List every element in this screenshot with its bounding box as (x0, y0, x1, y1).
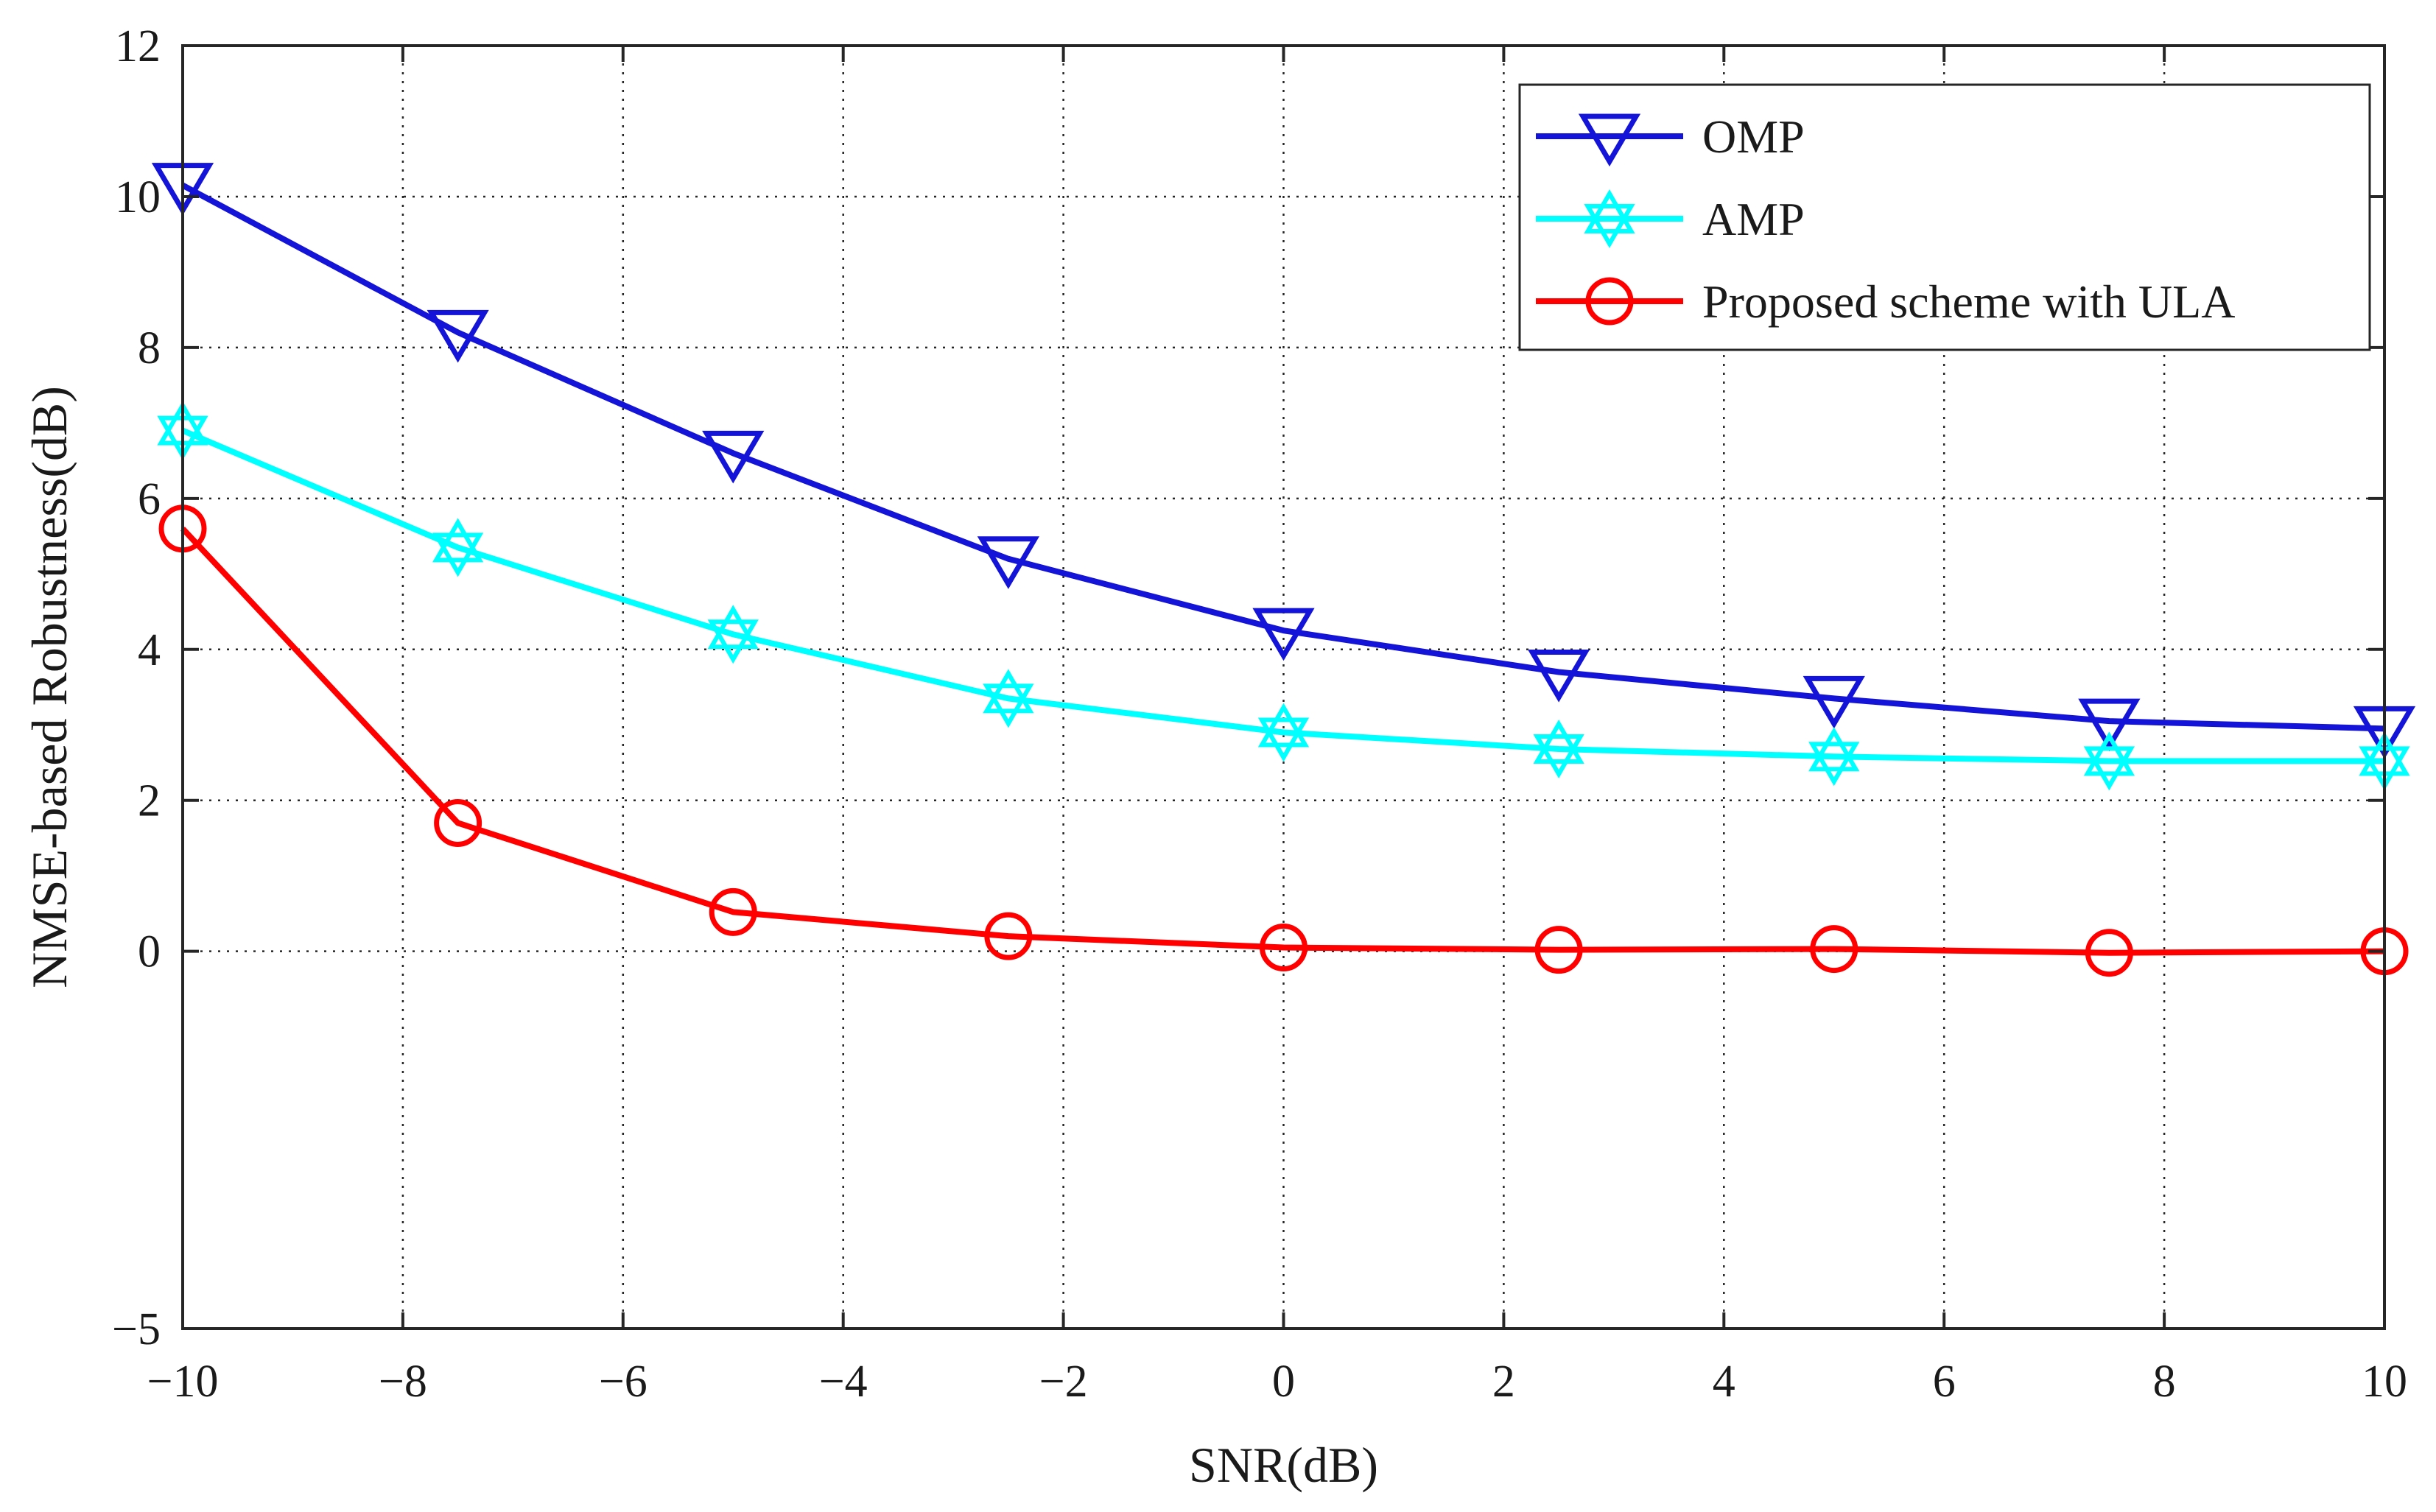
data-point-marker (1534, 926, 1583, 974)
data-point-marker (2078, 698, 2141, 752)
legend-marker-down (1584, 204, 1635, 249)
series-line (180, 527, 2385, 956)
data-point-marker-up (1533, 720, 1584, 764)
data-point-marker (1533, 720, 1584, 779)
data-point-marker-up (432, 518, 484, 563)
legend-marker-up (1584, 189, 1635, 233)
data-point-marker (1808, 727, 1860, 787)
legend-label: OMP (1702, 110, 1805, 163)
data-point-marker (709, 887, 757, 936)
data-point-marker-down (2083, 746, 2135, 791)
data-point-marker-up (1808, 727, 1860, 772)
data-point-marker (1528, 650, 1590, 703)
x-tick-label: 4 (1713, 1357, 1735, 1407)
legend-marker (1578, 113, 1641, 167)
y-tick-label: 12 (115, 21, 161, 71)
data-point-marker (1257, 703, 1310, 762)
x-tick-label: 2 (1492, 1357, 1515, 1407)
x-tick-label: −6 (599, 1357, 647, 1407)
legend-label: AMP (1702, 193, 1805, 245)
data-point-marker (434, 798, 482, 847)
legend-marker (1585, 277, 1634, 326)
y-tick-label: −5 (112, 1304, 161, 1354)
x-tick-label: 6 (1933, 1357, 1956, 1407)
x-tick-label: −10 (147, 1357, 219, 1407)
legend-item: AMP (1536, 189, 1805, 249)
data-point-marker (2085, 929, 2133, 977)
data-point-marker (707, 605, 759, 664)
data-point-marker-down (983, 683, 1034, 728)
data-point-marker (1810, 925, 1858, 974)
x-tick-label: −2 (1039, 1357, 1088, 1407)
legend-item: Proposed scheme with ULA (1536, 275, 2235, 328)
data-point-marker (432, 518, 484, 577)
series-line (181, 427, 2384, 764)
data-point-marker-down (1533, 734, 1584, 779)
legend-item: OMP (1536, 110, 1805, 167)
data-point-marker-up (2083, 731, 2135, 776)
axis-ticks (181, 44, 2386, 1330)
data-point-marker-down (707, 619, 759, 664)
data-point-marker-down (432, 532, 484, 577)
data-point-marker-up (983, 669, 1034, 714)
plot-series (151, 163, 2416, 977)
data-point-marker-down (1808, 742, 1860, 787)
x-tick-label: 0 (1272, 1357, 1295, 1407)
data-point-marker (984, 912, 1033, 960)
y-tick-label: 6 (138, 474, 161, 524)
x-tick-label: 10 (2362, 1357, 2407, 1407)
data-point-marker (1260, 924, 1307, 972)
data-point-marker (983, 669, 1034, 728)
data-point-marker-down (1257, 717, 1310, 762)
tick-labels: −10 −8 −6 −4 −2 0 2 4 6 8 10 −5 0 2 4 6 8 10 12 (112, 21, 2407, 1407)
x-tick-label: −4 (819, 1357, 868, 1407)
data-point-marker (702, 430, 765, 484)
series-line (181, 183, 2385, 732)
y-tick-label: 2 (138, 776, 161, 826)
legend-marker (1584, 189, 1635, 249)
data-point-marker (1252, 608, 1315, 661)
y-tick-label: 4 (138, 625, 161, 675)
x-tick-label: 8 (2153, 1357, 2176, 1407)
data-point-marker (427, 309, 489, 363)
x-tick-label: −8 (379, 1357, 427, 1407)
data-point-marker-up (707, 605, 759, 650)
y-tick-label: 10 (115, 172, 161, 222)
legend: OMP AMP Proposed scheme with ULA (1518, 83, 2371, 351)
data-point-marker (2083, 731, 2135, 791)
y-tick-label: 0 (138, 927, 161, 977)
y-tick-label: 8 (138, 323, 161, 373)
legend-label: Proposed scheme with ULA (1702, 275, 2235, 328)
data-point-marker-up (1257, 703, 1310, 748)
y-axis-label: NMSE-based Robustness(dB) (21, 386, 77, 988)
data-point-marker (1803, 675, 1865, 729)
x-axis-label: SNR(dB) (1189, 1437, 1378, 1493)
series-0 (151, 163, 2416, 759)
data-point-marker (977, 536, 1039, 589)
